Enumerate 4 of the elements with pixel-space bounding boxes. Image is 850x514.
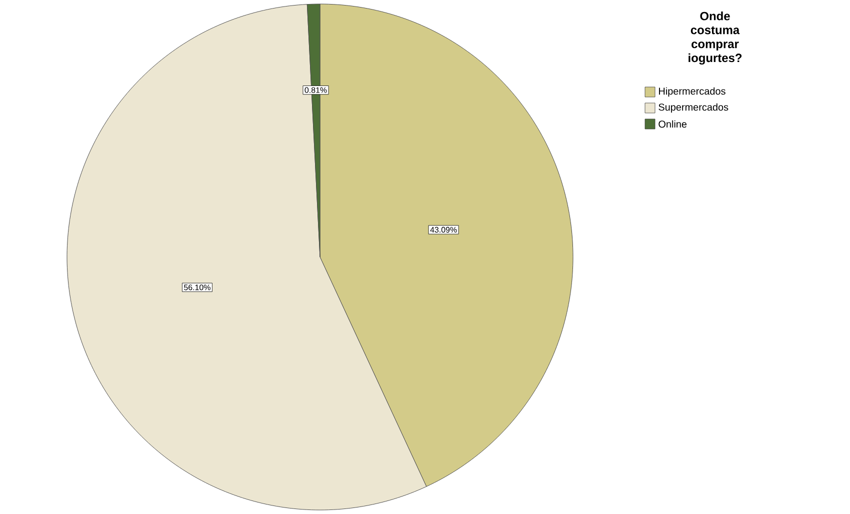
legend-label: Supermercados [658,103,728,113]
legend-label: Online [658,120,687,128]
legend-label: Hipermercados [659,87,726,97]
legend-title: Onde costuma comprar iogurtes? [688,12,742,65]
